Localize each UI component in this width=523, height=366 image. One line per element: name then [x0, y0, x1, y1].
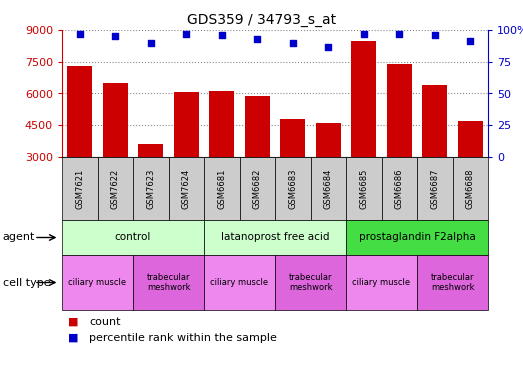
Bar: [174, 93, 199, 157]
Text: prostaglandin F2alpha: prostaglandin F2alpha: [359, 232, 475, 243]
Bar: [209, 92, 234, 157]
Text: GSM6685: GSM6685: [359, 168, 368, 209]
Text: percentile rank within the sample: percentile rank within the sample: [89, 333, 277, 343]
Text: GSM6681: GSM6681: [217, 168, 226, 209]
Text: GSM6687: GSM6687: [430, 168, 439, 209]
Text: control: control: [115, 232, 151, 243]
Point: [253, 36, 262, 42]
Text: GSM7624: GSM7624: [182, 168, 191, 209]
Text: ■: ■: [68, 317, 78, 327]
Text: trabecular
meshwork: trabecular meshwork: [147, 273, 190, 292]
Bar: [458, 121, 483, 157]
Text: GSM7621: GSM7621: [75, 168, 84, 209]
Text: GSM6683: GSM6683: [288, 168, 297, 209]
Text: agent: agent: [3, 232, 35, 243]
Text: ciliary muscle: ciliary muscle: [69, 278, 127, 287]
Text: ciliary muscle: ciliary muscle: [353, 278, 411, 287]
Bar: [423, 85, 447, 157]
Text: GSM7622: GSM7622: [111, 168, 120, 209]
Point: [75, 31, 84, 37]
Point: [430, 32, 439, 38]
Text: latanoprost free acid: latanoprost free acid: [221, 232, 329, 243]
Bar: [103, 83, 128, 157]
Point: [182, 31, 190, 37]
Point: [218, 32, 226, 38]
Point: [324, 44, 333, 49]
Point: [395, 31, 403, 37]
Text: ciliary muscle: ciliary muscle: [210, 278, 269, 287]
Text: GSM6688: GSM6688: [466, 168, 475, 209]
Bar: [245, 96, 270, 157]
Text: cell type: cell type: [3, 277, 50, 288]
Text: GSM6684: GSM6684: [324, 168, 333, 209]
Point: [360, 31, 368, 37]
Bar: [67, 66, 92, 157]
Text: ■: ■: [68, 333, 78, 343]
Point: [466, 38, 474, 44]
Bar: [387, 64, 412, 157]
Text: trabecular
meshwork: trabecular meshwork: [431, 273, 474, 292]
Text: trabecular
meshwork: trabecular meshwork: [289, 273, 332, 292]
Text: count: count: [89, 317, 120, 327]
Point: [111, 33, 119, 39]
Point: [146, 40, 155, 46]
Text: GSM6682: GSM6682: [253, 168, 262, 209]
Bar: [280, 119, 305, 157]
Bar: [316, 123, 340, 157]
Text: GDS359 / 34793_s_at: GDS359 / 34793_s_at: [187, 13, 336, 27]
Text: GSM6686: GSM6686: [395, 168, 404, 209]
Point: [289, 40, 297, 46]
Bar: [138, 144, 163, 157]
Text: GSM7623: GSM7623: [146, 168, 155, 209]
Bar: [351, 41, 376, 157]
